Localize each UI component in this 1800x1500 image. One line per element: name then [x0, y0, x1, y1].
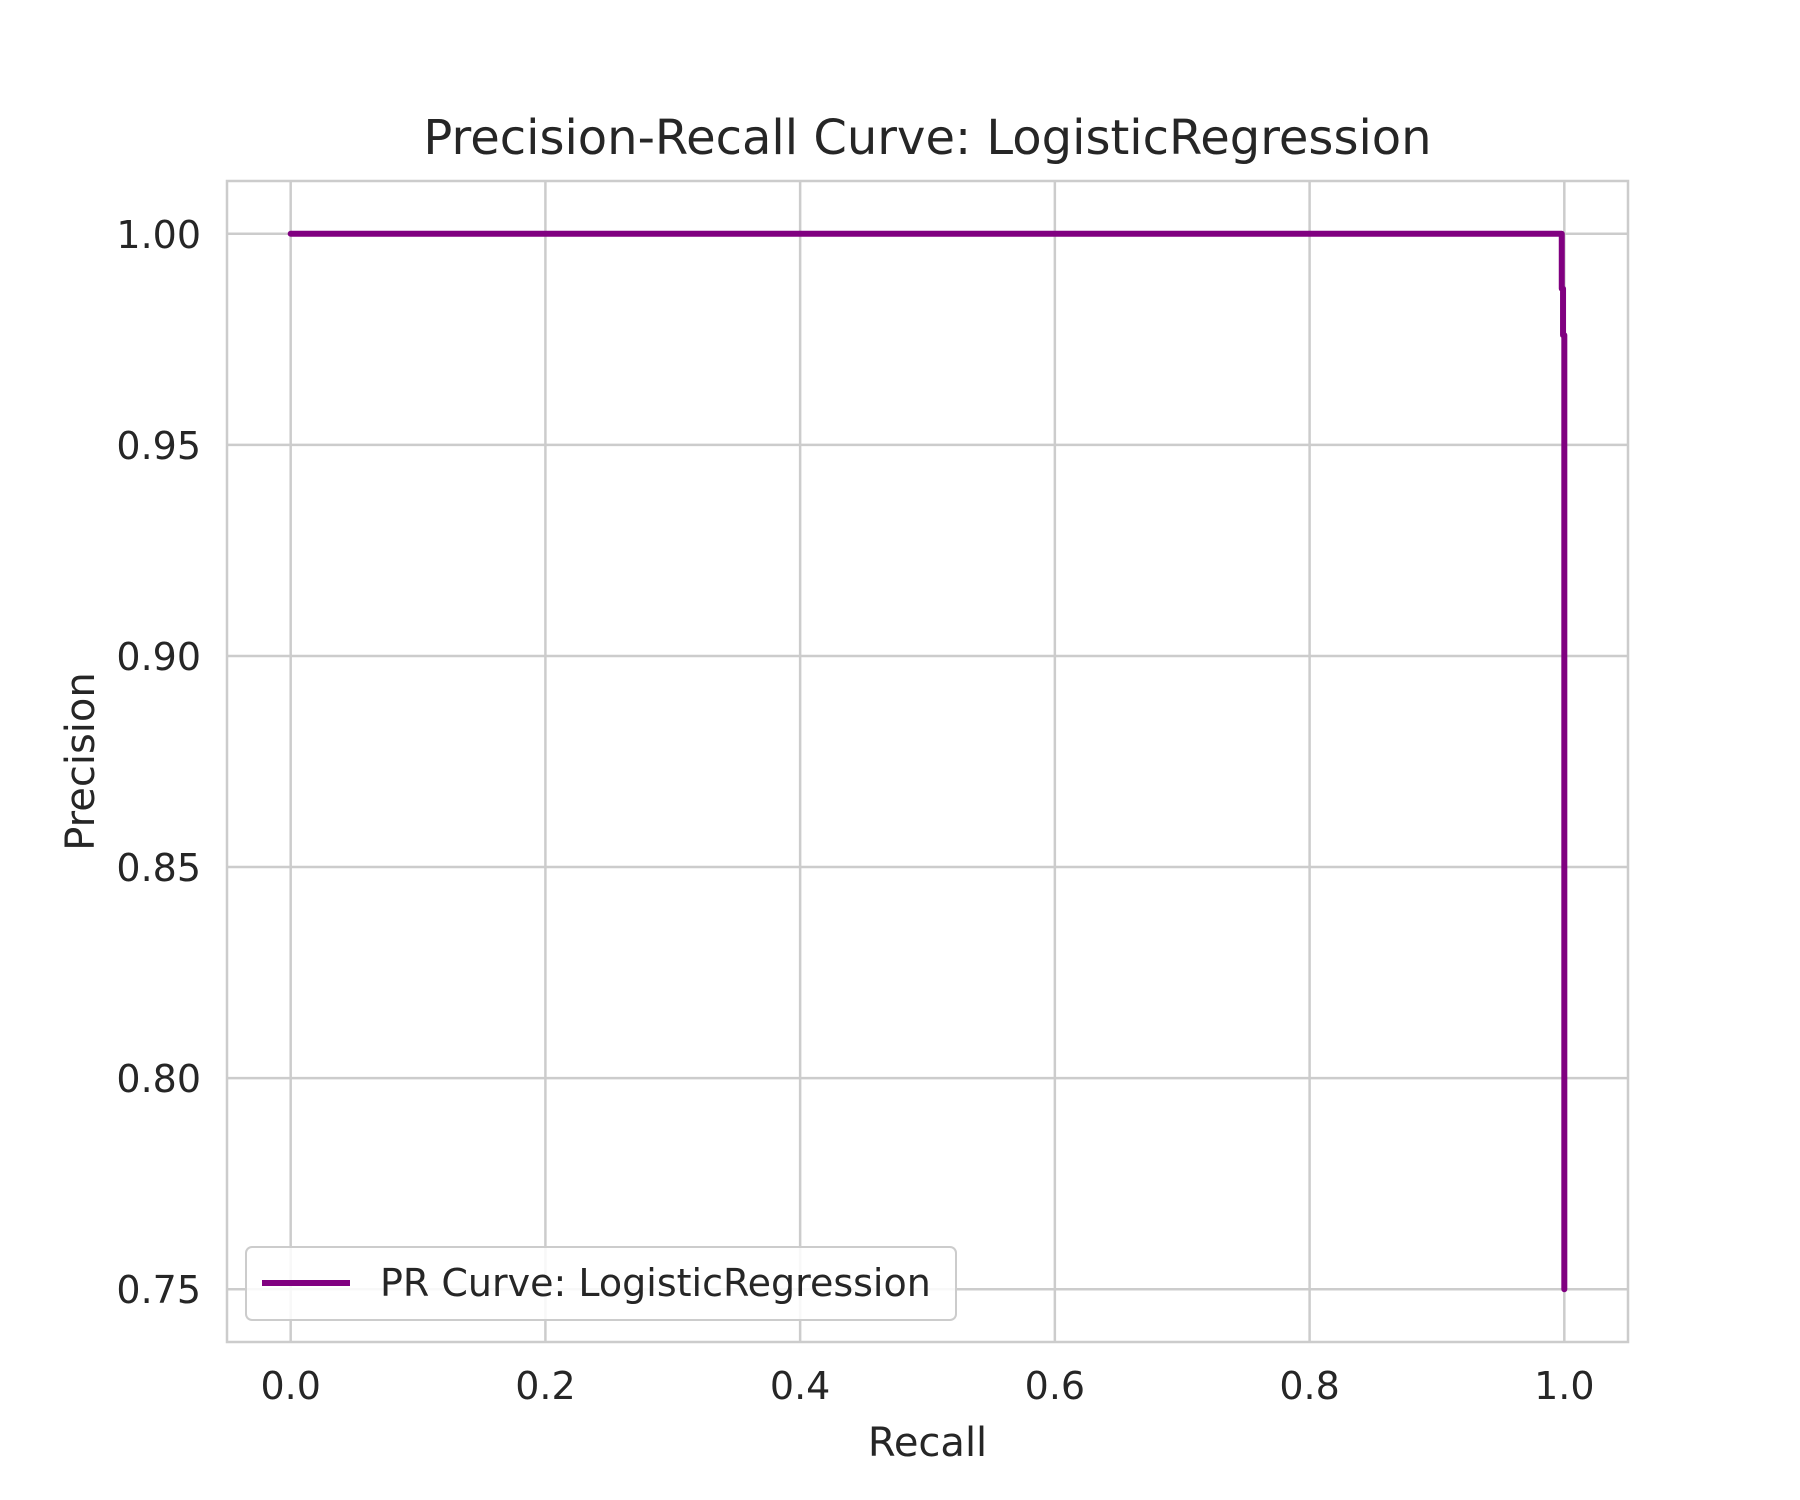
grid-lines	[227, 181, 1628, 1342]
x-tick-label: 0.2	[515, 1364, 575, 1408]
x-tick-label: 0.8	[1279, 1364, 1339, 1408]
legend: PR Curve: LogisticRegression	[245, 1246, 957, 1321]
legend-box	[245, 1246, 957, 1321]
y-tick-label: 1.00	[116, 213, 201, 257]
plot-area-frame	[225, 179, 1630, 1344]
chart-title: Precision-Recall Curve: LogisticRegressi…	[423, 110, 1431, 166]
y-tick-label: 0.95	[116, 424, 201, 468]
x-tick-label: 0.6	[1025, 1364, 1085, 1408]
x-tick-label: 0.4	[770, 1364, 830, 1408]
y-tick-label: 0.75	[116, 1268, 201, 1312]
legend-label-pr-curve: PR Curve: LogisticRegression	[380, 1261, 931, 1305]
y-tick-label: 0.80	[116, 1057, 201, 1101]
y-axis-label: Precision	[58, 672, 104, 850]
x-tick-label: 1.0	[1534, 1364, 1594, 1408]
series-line-pr-curve	[287, 230, 1568, 1293]
y-tick-label: 0.85	[116, 846, 201, 890]
y-tick-label: 0.90	[116, 635, 201, 679]
y-tick-labels: 0.75 0.80 0.85 0.90 0.95 1.00	[116, 213, 201, 1312]
x-tick-labels: 0.0 0.2 0.4 0.6 0.8 1.0	[260, 1364, 1594, 1408]
series-layer	[287, 230, 1568, 1293]
x-tick-label: 0.0	[260, 1364, 320, 1408]
x-axis-label: Recall	[868, 1420, 987, 1466]
